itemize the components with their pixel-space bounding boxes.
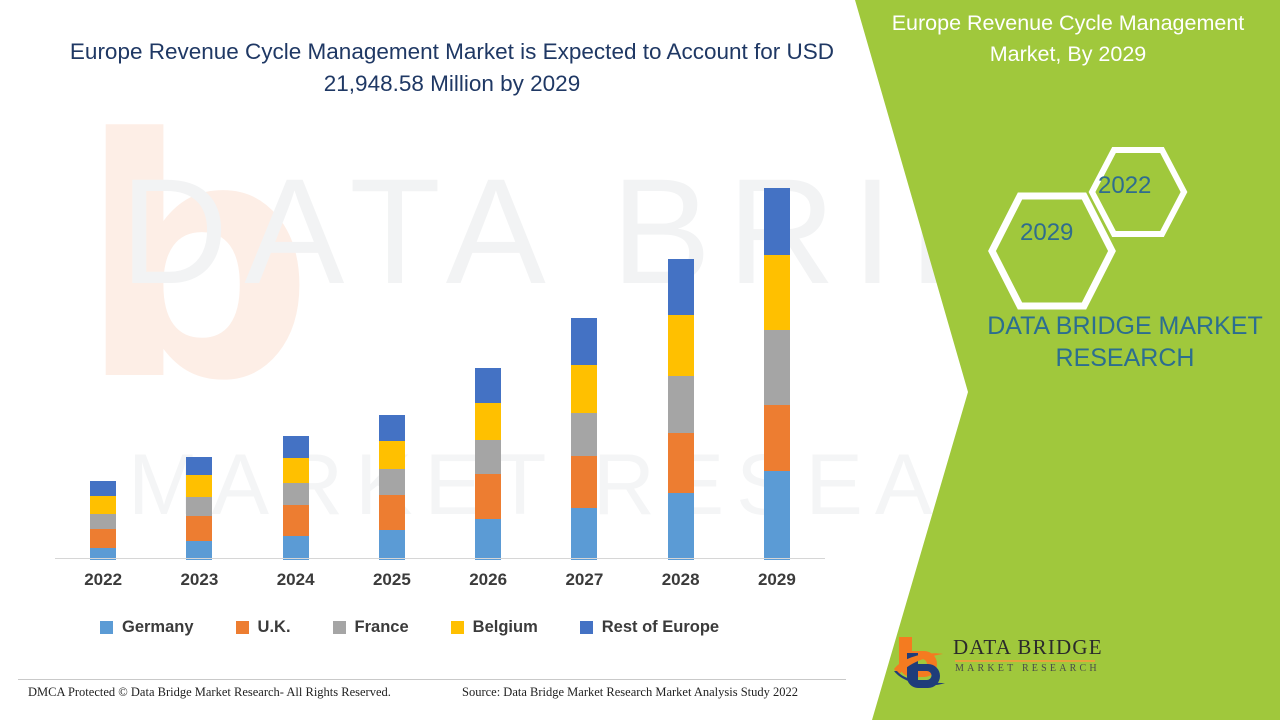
- bar-segment: [763, 188, 790, 255]
- legend-item[interactable]: Germany: [100, 618, 194, 637]
- bar-segment: [186, 457, 213, 475]
- bar-segment: [667, 493, 694, 560]
- bar-segment: [186, 497, 213, 516]
- bar-segment: [186, 475, 213, 497]
- x-axis-label: 2025: [372, 570, 411, 589]
- logo-divider: [955, 660, 1095, 662]
- bar-segment: [667, 315, 694, 376]
- bar-segment: [378, 530, 405, 560]
- panel-brand-text: DATA BRIDGE MARKET RESEARCH: [987, 312, 1263, 372]
- legend-swatch-icon: [100, 621, 113, 634]
- legend-label: Rest of Europe: [601, 618, 720, 636]
- x-axis-line: [55, 558, 825, 559]
- hexagon-2022-label: 2022: [1098, 172, 1152, 199]
- bar-group: [763, 188, 790, 560]
- bar-segment: [186, 541, 213, 560]
- bar-segment: [571, 318, 598, 365]
- bar-segment: [667, 376, 694, 433]
- legend-item[interactable]: Rest of Europe: [579, 618, 720, 637]
- bar-segment: [763, 405, 790, 471]
- hexagon-2029-label: 2029: [1020, 219, 1074, 246]
- bar-segment: [378, 469, 405, 495]
- bar-segment: [475, 368, 502, 403]
- bar-segment: [378, 441, 405, 469]
- legend-swatch-icon: [450, 621, 464, 634]
- bar-segment: [90, 496, 117, 514]
- bar-segment: [282, 436, 309, 458]
- bar-segment: [763, 471, 790, 560]
- bar-group: [475, 368, 502, 560]
- bar-segment: [378, 415, 405, 441]
- data-bridge-logo: DATA BRIDGE MARKET RESEARCH: [893, 633, 1103, 695]
- x-axis-label: 2024: [276, 570, 315, 589]
- bar-group: [90, 481, 117, 560]
- logo-tagline: MARKET RESEARCH: [955, 663, 1100, 674]
- panel-title: Europe Revenue Cycle Management Market, …: [891, 11, 1245, 66]
- logo-mark-icon: [894, 637, 945, 688]
- legend-item[interactable]: U.K.: [235, 618, 291, 637]
- bar-segment: [90, 481, 117, 496]
- chart-legend: Germany U.K. France Belgium Rest of Europe: [100, 618, 761, 637]
- bar-group: [282, 436, 309, 560]
- legend-item[interactable]: Belgium: [450, 618, 538, 637]
- bar-segment: [282, 458, 309, 483]
- bar-segment: [571, 365, 598, 413]
- bar-segment: [90, 529, 117, 548]
- bar-group: [667, 259, 694, 560]
- bar-segment: [186, 516, 213, 541]
- bar-segment: [667, 259, 694, 315]
- x-axis-label: 2026: [469, 570, 508, 589]
- bar-segment: [475, 440, 502, 474]
- x-axis-label: 2029: [757, 570, 796, 589]
- legend-swatch-icon: [579, 621, 593, 634]
- x-axis-label: 2028: [661, 570, 700, 589]
- bar-segment: [763, 255, 790, 330]
- chart-plot-area: [55, 170, 825, 560]
- x-axis-label: 2022: [84, 570, 123, 589]
- legend-item[interactable]: France: [332, 618, 409, 637]
- bar-group: [571, 318, 598, 560]
- x-axis-label: 2027: [565, 570, 604, 589]
- bar-segment: [475, 403, 502, 440]
- bar-segment: [571, 413, 598, 456]
- bar-segment: [90, 548, 117, 560]
- bar-segment: [475, 474, 502, 519]
- footer-divider: [18, 679, 846, 680]
- footer-copyright: DMCA Protected © Data Bridge Market Rese…: [28, 685, 391, 699]
- legend-label: Germany: [122, 618, 194, 636]
- bar-segment: [378, 495, 405, 530]
- bar-segment: [282, 483, 309, 505]
- bar-segment: [667, 433, 694, 493]
- legend-label: France: [354, 618, 409, 636]
- bar-segment: [571, 508, 598, 560]
- bar-segment: [282, 505, 309, 536]
- logo-name: DATA BRIDGE: [953, 635, 1103, 659]
- legend-swatch-icon: [235, 621, 249, 634]
- legend-swatch-icon: [332, 621, 346, 634]
- chart-title: Europe Revenue Cycle Management Market i…: [69, 39, 835, 96]
- bar-segment: [763, 330, 790, 405]
- x-axis-label: 2023: [180, 570, 219, 589]
- footer-source: Source: Data Bridge Market Research Mark…: [462, 685, 799, 699]
- bar-group: [378, 415, 405, 560]
- bar-segment: [282, 536, 309, 560]
- bar-segment: [90, 514, 117, 529]
- legend-label: U.K.: [257, 618, 291, 636]
- legend-label: Belgium: [472, 618, 538, 636]
- bar-segment: [475, 519, 502, 560]
- bar-segment: [571, 456, 598, 508]
- bar-group: [186, 457, 213, 560]
